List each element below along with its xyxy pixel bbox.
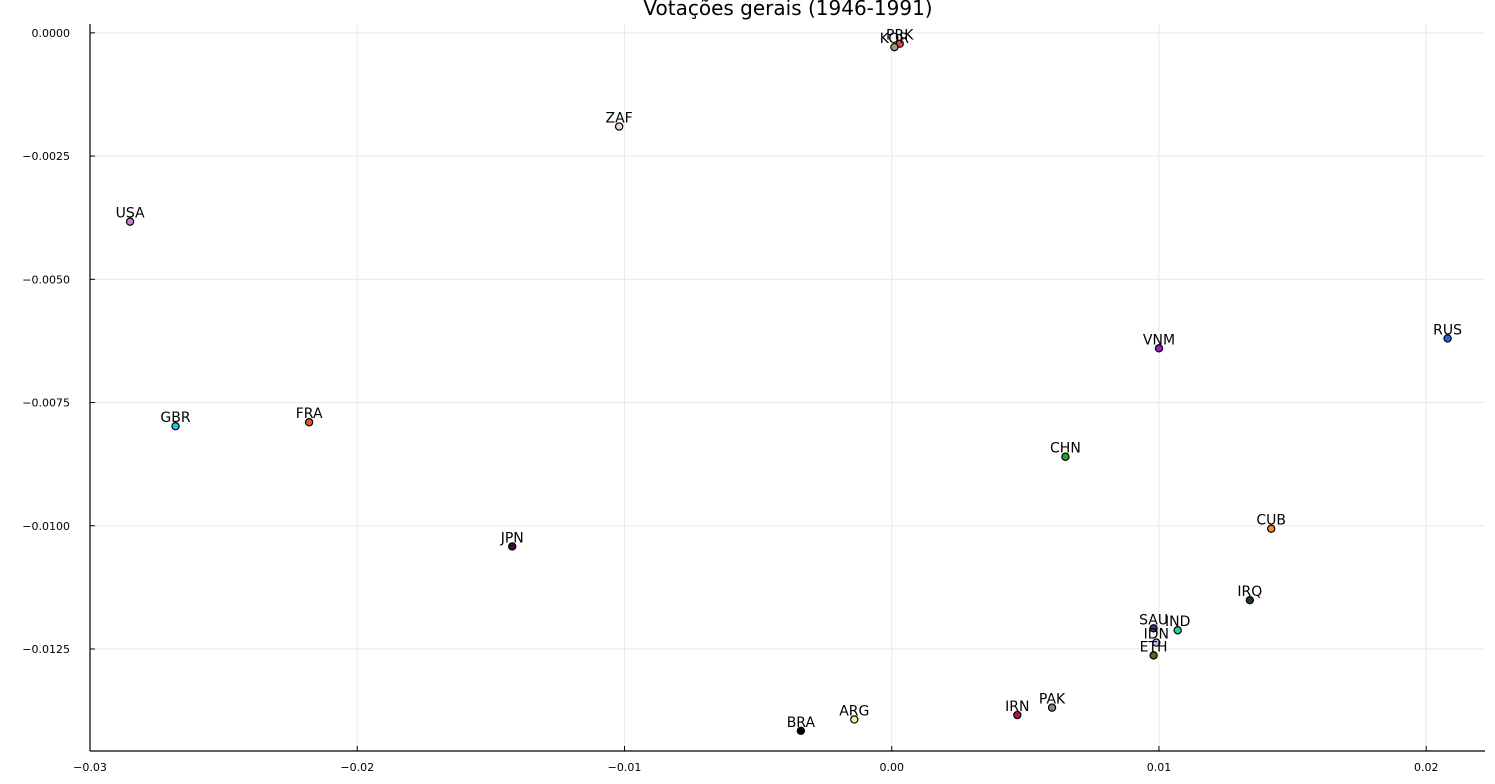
- data-label-kor: KOR: [880, 31, 909, 47]
- data-label-usa: USA: [116, 206, 145, 222]
- chart-title: Votações gerais (1946-1991): [643, 0, 932, 20]
- data-point-bra: [796, 726, 806, 735]
- y-tick-label: −0.0050: [22, 273, 70, 286]
- data-point-eth: [1149, 651, 1158, 660]
- data-label-bra: BRA: [787, 715, 816, 731]
- data-label-rus: RUS: [1433, 322, 1462, 338]
- x-tick-label: −0.03: [73, 761, 107, 774]
- data-point-sau: [1149, 624, 1158, 633]
- data-label-sau: SAU: [1139, 612, 1168, 628]
- data-label-idn: IDN: [1144, 627, 1169, 643]
- data-label-pak: PAK: [1039, 692, 1066, 708]
- data-point-irn: [1013, 710, 1022, 720]
- data-point-kor: [890, 42, 899, 52]
- data-point-pak: [1047, 703, 1057, 712]
- data-label-cub: CUB: [1256, 513, 1286, 529]
- data-label-vnm: VNM: [1143, 332, 1175, 348]
- data-label-fra: FRA: [296, 406, 323, 422]
- data-point-idn: [1152, 638, 1161, 647]
- grid: [89, 24, 1485, 751]
- x-tick-label: −0.02: [340, 761, 374, 774]
- x-axis-ticks: −0.03 −0.02 −0.01 0.00 0.01 0.02: [73, 746, 1438, 774]
- y-tick-label: −0.0075: [22, 397, 70, 410]
- y-axis-ticks: 0.0000 −0.0025 −0.0050 −0.0075 −0.0100 −0.012…: [22, 27, 95, 656]
- data-point-rus: [1443, 334, 1452, 343]
- data-label-jpn: JPN: [500, 530, 524, 546]
- data-label-irq: IRQ: [1237, 584, 1262, 600]
- data-point-arg: [850, 715, 859, 724]
- data-point-chn: [1061, 452, 1070, 461]
- data-point-ind: [1173, 626, 1182, 635]
- data-point-cub: [1267, 524, 1276, 533]
- data-label-eth: ETH: [1140, 639, 1168, 655]
- data-point-gbr: [171, 421, 180, 431]
- data-point-irq: [1245, 595, 1255, 605]
- y-tick-label: 0.0000: [32, 27, 71, 40]
- data-point-vnm: [1154, 344, 1164, 353]
- data-label-prk: PRK: [886, 28, 914, 44]
- data-points: [125, 39, 1452, 735]
- data-point-zaf: [614, 122, 624, 131]
- y-tick-label: −0.0025: [22, 150, 70, 163]
- data-label-chn: CHN: [1050, 441, 1081, 457]
- data-point-fra: [304, 418, 314, 427]
- data-label-gbr: GBR: [160, 410, 190, 426]
- x-tick-label: −0.01: [608, 761, 642, 774]
- data-label-irn: IRN: [1005, 699, 1029, 715]
- data-label-ind: IND: [1165, 614, 1190, 630]
- y-tick-label: −0.0125: [22, 643, 70, 656]
- data-point-usa: [125, 217, 135, 226]
- data-label-arg: ARG: [839, 703, 869, 719]
- axes: [89, 24, 1485, 752]
- data-label-zaf: ZAF: [606, 111, 633, 127]
- data-point-jpn: [508, 542, 517, 551]
- x-tick-label: 0.02: [1414, 761, 1439, 774]
- x-tick-label: 0.01: [1147, 761, 1172, 774]
- x-tick-label: 0.00: [879, 761, 904, 774]
- y-tick-label: −0.0100: [22, 520, 70, 533]
